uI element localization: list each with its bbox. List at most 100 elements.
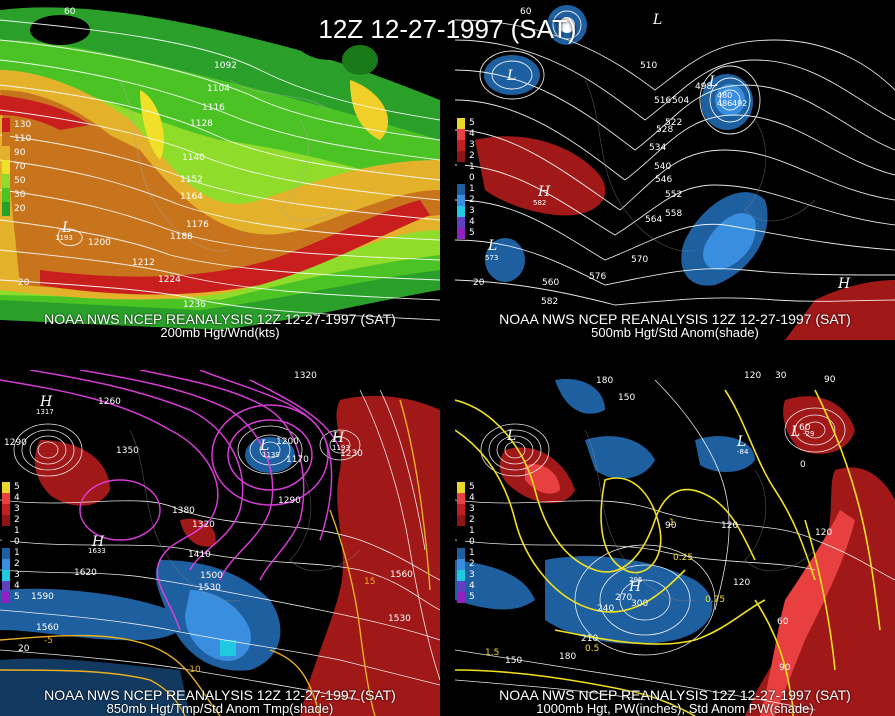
contour-label: 1620 — [74, 568, 97, 578]
legend-label: 2 — [14, 559, 20, 569]
contour-label: 1152 — [180, 175, 203, 185]
legend-label: 3 — [469, 570, 475, 580]
contour-label: 0.5 — [585, 644, 599, 654]
legend-label: 5 — [469, 118, 475, 128]
high-pressure-marker: H — [628, 579, 642, 595]
legend-label: 4 — [14, 493, 20, 503]
contour-label: 1260 — [98, 397, 121, 407]
contour-label: 1560 — [390, 570, 413, 580]
legend-label: 1 — [469, 162, 475, 172]
anomaly-legend: 5 4 3 2 1 0 1 2 3 4 5 — [457, 482, 475, 603]
legend-label: 1 — [469, 184, 475, 194]
contour-label: 1500 — [200, 571, 223, 581]
contour-label: 1200 — [276, 437, 299, 447]
panel-caption-line1: NOAA NWS NCEP REANALYSIS 12Z 12-27-1997 … — [499, 687, 851, 703]
anomaly-legend: 5 4 3 2 1 0 1 2 3 4 5 — [2, 482, 20, 603]
main-title: 12Z 12-27-1997 (SAT) — [318, 14, 577, 44]
high-pressure-marker: H — [91, 534, 105, 550]
extra-label: 573 — [485, 254, 498, 262]
contour-label: 1170 — [286, 455, 309, 465]
high-pressure-marker: H — [837, 276, 851, 292]
contour-label: 564 — [645, 215, 662, 225]
legend-label: 4 — [469, 217, 475, 227]
extra-label: -84 — [737, 448, 749, 456]
contour-label: 1230 — [340, 449, 363, 459]
contour-label: 1290 — [4, 438, 27, 448]
contour-label: 0 — [800, 460, 806, 470]
contour-label: 504 — [672, 96, 689, 106]
legend-label: 5 — [14, 482, 20, 492]
contour-label: 1092 — [214, 61, 237, 71]
legend-label: 90 — [14, 148, 26, 158]
contour-label: 180 — [596, 376, 613, 386]
legend-label: 2 — [14, 515, 20, 525]
panel-caption-line2: 1000mb Hgt, PW(inches), Std Anom PW(shad… — [536, 701, 814, 716]
contour-label: 534 — [649, 143, 666, 153]
low-pressure-marker: L — [506, 428, 516, 444]
contour-label: 90 — [824, 375, 836, 385]
extra-label: 582 — [533, 199, 546, 207]
contour-label: 120 — [721, 521, 738, 531]
contour-label: 1116 — [202, 103, 225, 113]
contour-label: 0.75 — [705, 595, 725, 605]
legend-label: 3 — [14, 504, 20, 514]
contour-label: 1320 — [294, 371, 317, 381]
contour-label: 1350 — [116, 446, 139, 456]
contour-label: 1128 — [190, 119, 213, 129]
contour-label: 0.25 — [673, 553, 693, 563]
contour-label: 1104 — [207, 84, 230, 94]
legend-label: 50 — [14, 176, 26, 186]
map-850mb: 1320 1260 1290 1350 1200 1170 1230 1290 … — [0, 370, 440, 716]
low-pressure-marker: L — [652, 12, 662, 28]
panel-caption-line1: NOAA NWS NCEP REANALYSIS 12Z 12-27-1997 … — [499, 311, 851, 327]
legend-label: 4 — [14, 581, 20, 591]
contour-label: 1212 — [132, 258, 155, 268]
contour-label: 1164 — [180, 192, 203, 202]
high-pressure-marker: H — [537, 184, 551, 200]
contour-label: 558 — [665, 209, 682, 219]
wind-legend: 130 110 90 70 50 30 20 — [2, 118, 31, 216]
contour-label: 20 — [18, 644, 30, 654]
extra-label: 20 — [18, 278, 30, 288]
low-pressure-marker: L — [736, 434, 746, 450]
legend-label: 0 — [14, 537, 20, 547]
extra-label: 60 — [64, 7, 76, 17]
low-pressure-marker: L — [708, 74, 718, 90]
panel-500mb: 510 498 516 504 522 528 534 540 546 552 … — [455, 0, 895, 340]
contour-label: -5 — [44, 636, 53, 646]
extra-label: 1633 — [88, 547, 106, 555]
legend-label: 3 — [469, 504, 475, 514]
contour-label: 60 — [799, 423, 811, 433]
contour-label: 1410 — [188, 550, 211, 560]
legend-label: 3 — [469, 206, 475, 216]
contour-label: 510 — [640, 61, 657, 71]
contour-label: 516 — [654, 96, 671, 106]
legend-label: 130 — [14, 120, 32, 130]
extra-label: 1317 — [36, 408, 54, 416]
extra-label: 560 — [542, 278, 559, 288]
low-pressure-marker: L — [487, 238, 497, 254]
contour-label: 582 — [541, 297, 558, 307]
legend-label: 4 — [469, 581, 475, 591]
contour-label: 1176 — [186, 220, 209, 230]
legend-label: 5 — [469, 228, 475, 238]
contour-label: 528 — [656, 125, 673, 135]
panel-850mb: 1320 1260 1290 1350 1200 1170 1230 1290 … — [0, 370, 440, 716]
contour-label: 1.5 — [485, 648, 499, 658]
contour-label: 1224 — [158, 275, 181, 285]
legend-label: 30 — [14, 190, 26, 200]
legend-label: 70 — [14, 162, 26, 172]
contour-label: -10 — [186, 665, 201, 675]
contour-label: 576 — [589, 272, 606, 282]
contour-label: 60 — [777, 617, 789, 627]
extra-label: 1193 — [55, 234, 73, 242]
extra-label: 1193 — [332, 444, 350, 452]
legend-label: 1 — [14, 548, 20, 558]
contour-label: 1530 — [198, 583, 221, 593]
panel-caption-line2: 200mb Hgt/Wnd(kts) — [160, 325, 280, 340]
legend-label: 0 — [469, 173, 475, 183]
contour-label: 1236 — [183, 300, 206, 310]
contour-label: 150 — [618, 393, 635, 403]
panel-200mb: 1092 1104 1116 1128 1140 1152 1164 1176 … — [0, 0, 440, 340]
contour-label: 120 — [733, 578, 750, 588]
